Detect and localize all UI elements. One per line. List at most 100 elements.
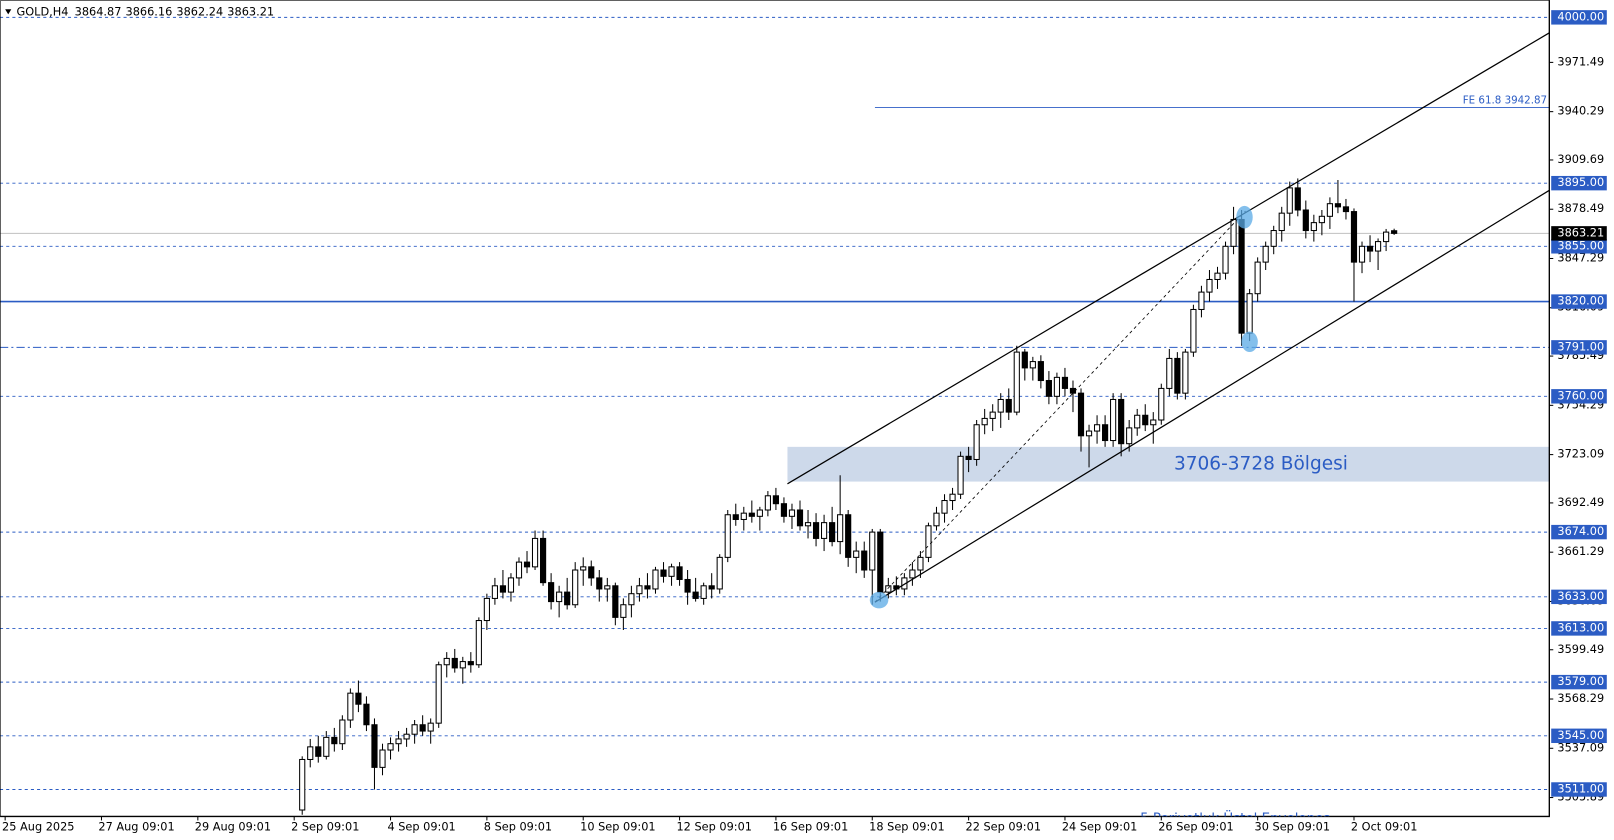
high: 3866.16 (126, 4, 173, 18)
candle-body (1174, 357, 1181, 394)
candle-body (829, 522, 836, 543)
channel-upper (787, 32, 1550, 485)
candle-body (692, 591, 699, 599)
candle-body (1021, 351, 1028, 369)
candle-body (861, 550, 868, 571)
candle-body (1102, 424, 1109, 442)
candle-body (531, 537, 539, 568)
candle-body (853, 550, 860, 558)
candle-body (323, 736, 330, 757)
candle-body (764, 495, 771, 511)
y-tick-label: 3940.29 (1557, 104, 1604, 118)
candle-body (1053, 376, 1061, 397)
pivot-marker (1241, 331, 1258, 353)
level-label: 4000.00 (1557, 9, 1604, 23)
y-tick-label: 3909.69 (1557, 152, 1604, 166)
y-tick-label: 3661.29 (1557, 544, 1604, 558)
candle-body (403, 733, 410, 740)
candle-body (1326, 203, 1333, 217)
candle-body (1077, 392, 1085, 437)
candle-body (507, 577, 515, 593)
candle-body (1302, 209, 1309, 232)
candle-body (941, 500, 948, 514)
level-label: 3613.00 (1557, 620, 1604, 634)
candle-body (307, 746, 314, 760)
candle-body (1093, 424, 1101, 432)
y-tick-label: 3847.29 (1557, 250, 1604, 264)
candle-body (1029, 361, 1036, 369)
candle-body (989, 411, 996, 419)
candle-body (925, 525, 932, 558)
candle-body (499, 585, 507, 593)
level-tag (1551, 728, 1607, 744)
candle-body (331, 736, 338, 745)
candle-body (1262, 245, 1269, 263)
candle-body (845, 514, 852, 558)
candle-body (347, 692, 354, 721)
candle-body (1383, 231, 1390, 243)
level-tag (1551, 294, 1607, 309)
candle-body (491, 585, 498, 599)
candle-body (620, 604, 627, 618)
candle-body (949, 493, 956, 502)
candle-body (363, 703, 370, 726)
candle-body (1166, 357, 1173, 389)
zone-label: 3706-3728 Bölgesi (1174, 454, 1348, 475)
y-tick-label: 3723.09 (1557, 447, 1604, 461)
candle-body (1206, 278, 1213, 293)
candle-body (740, 512, 747, 520)
candle-body (1013, 351, 1020, 413)
candle-body (877, 531, 884, 593)
candle-body (1037, 361, 1044, 382)
candle-body (572, 569, 579, 606)
level-label: 3545.00 (1557, 728, 1604, 742)
level-label: 3791.00 (1557, 339, 1604, 353)
candle-body (1214, 272, 1221, 280)
candle-body (1005, 398, 1012, 413)
candle-body (515, 561, 523, 579)
y-tick-label: 3599.49 (1557, 642, 1604, 656)
candle-body (957, 455, 964, 495)
candle-body (459, 661, 466, 669)
candle-body (475, 620, 482, 666)
candle-body (580, 566, 587, 571)
candle-body (788, 509, 796, 517)
candle-body (1270, 230, 1277, 247)
candle-body (1190, 308, 1197, 353)
plot-area: 3706-3728 Bölgesi FE 61.8 3942.87 (0, 16, 1550, 815)
candle-body (708, 585, 715, 590)
candle-body (355, 692, 362, 705)
level-label: 3855.00 (1557, 238, 1604, 252)
candle-body (684, 578, 691, 593)
candle-body (612, 585, 619, 618)
candle-body (772, 495, 780, 505)
y-tick-label: 3971.49 (1557, 54, 1604, 68)
candle-body (644, 585, 651, 590)
close: 3863.21 (227, 4, 274, 18)
candle-body (1150, 419, 1157, 426)
candle-body (804, 522, 812, 527)
candle-body (780, 503, 788, 517)
candle-body (668, 566, 675, 577)
indicator-label: 5 Periyotluk Üstel Envelopes (1140, 808, 1330, 826)
x-tick-label: 27 Aug 09:01 (98, 820, 174, 834)
candle-body (812, 522, 820, 539)
candle-body (443, 657, 450, 666)
candle-body (379, 749, 386, 768)
menu-arrow (5, 9, 12, 15)
x-tick-label: 2 Sep 09:01 (291, 820, 359, 834)
candle-body (676, 566, 683, 580)
level-label: 3674.00 (1557, 524, 1604, 538)
last-price-tag (1551, 226, 1607, 241)
candle-body (1118, 398, 1125, 445)
candle-body (1085, 430, 1093, 437)
candle-body (820, 522, 828, 539)
level-label: 3895.00 (1557, 175, 1604, 189)
y-tick-label: 3537.09 (1557, 740, 1604, 754)
x-tick-label: 16 Sep 09:01 (773, 820, 849, 834)
x-tick-label: 24 Sep 09:01 (1062, 820, 1138, 834)
zone (787, 446, 1550, 482)
candle-body (1342, 206, 1350, 213)
candle-body (1294, 187, 1301, 211)
candle-body (1061, 376, 1069, 389)
